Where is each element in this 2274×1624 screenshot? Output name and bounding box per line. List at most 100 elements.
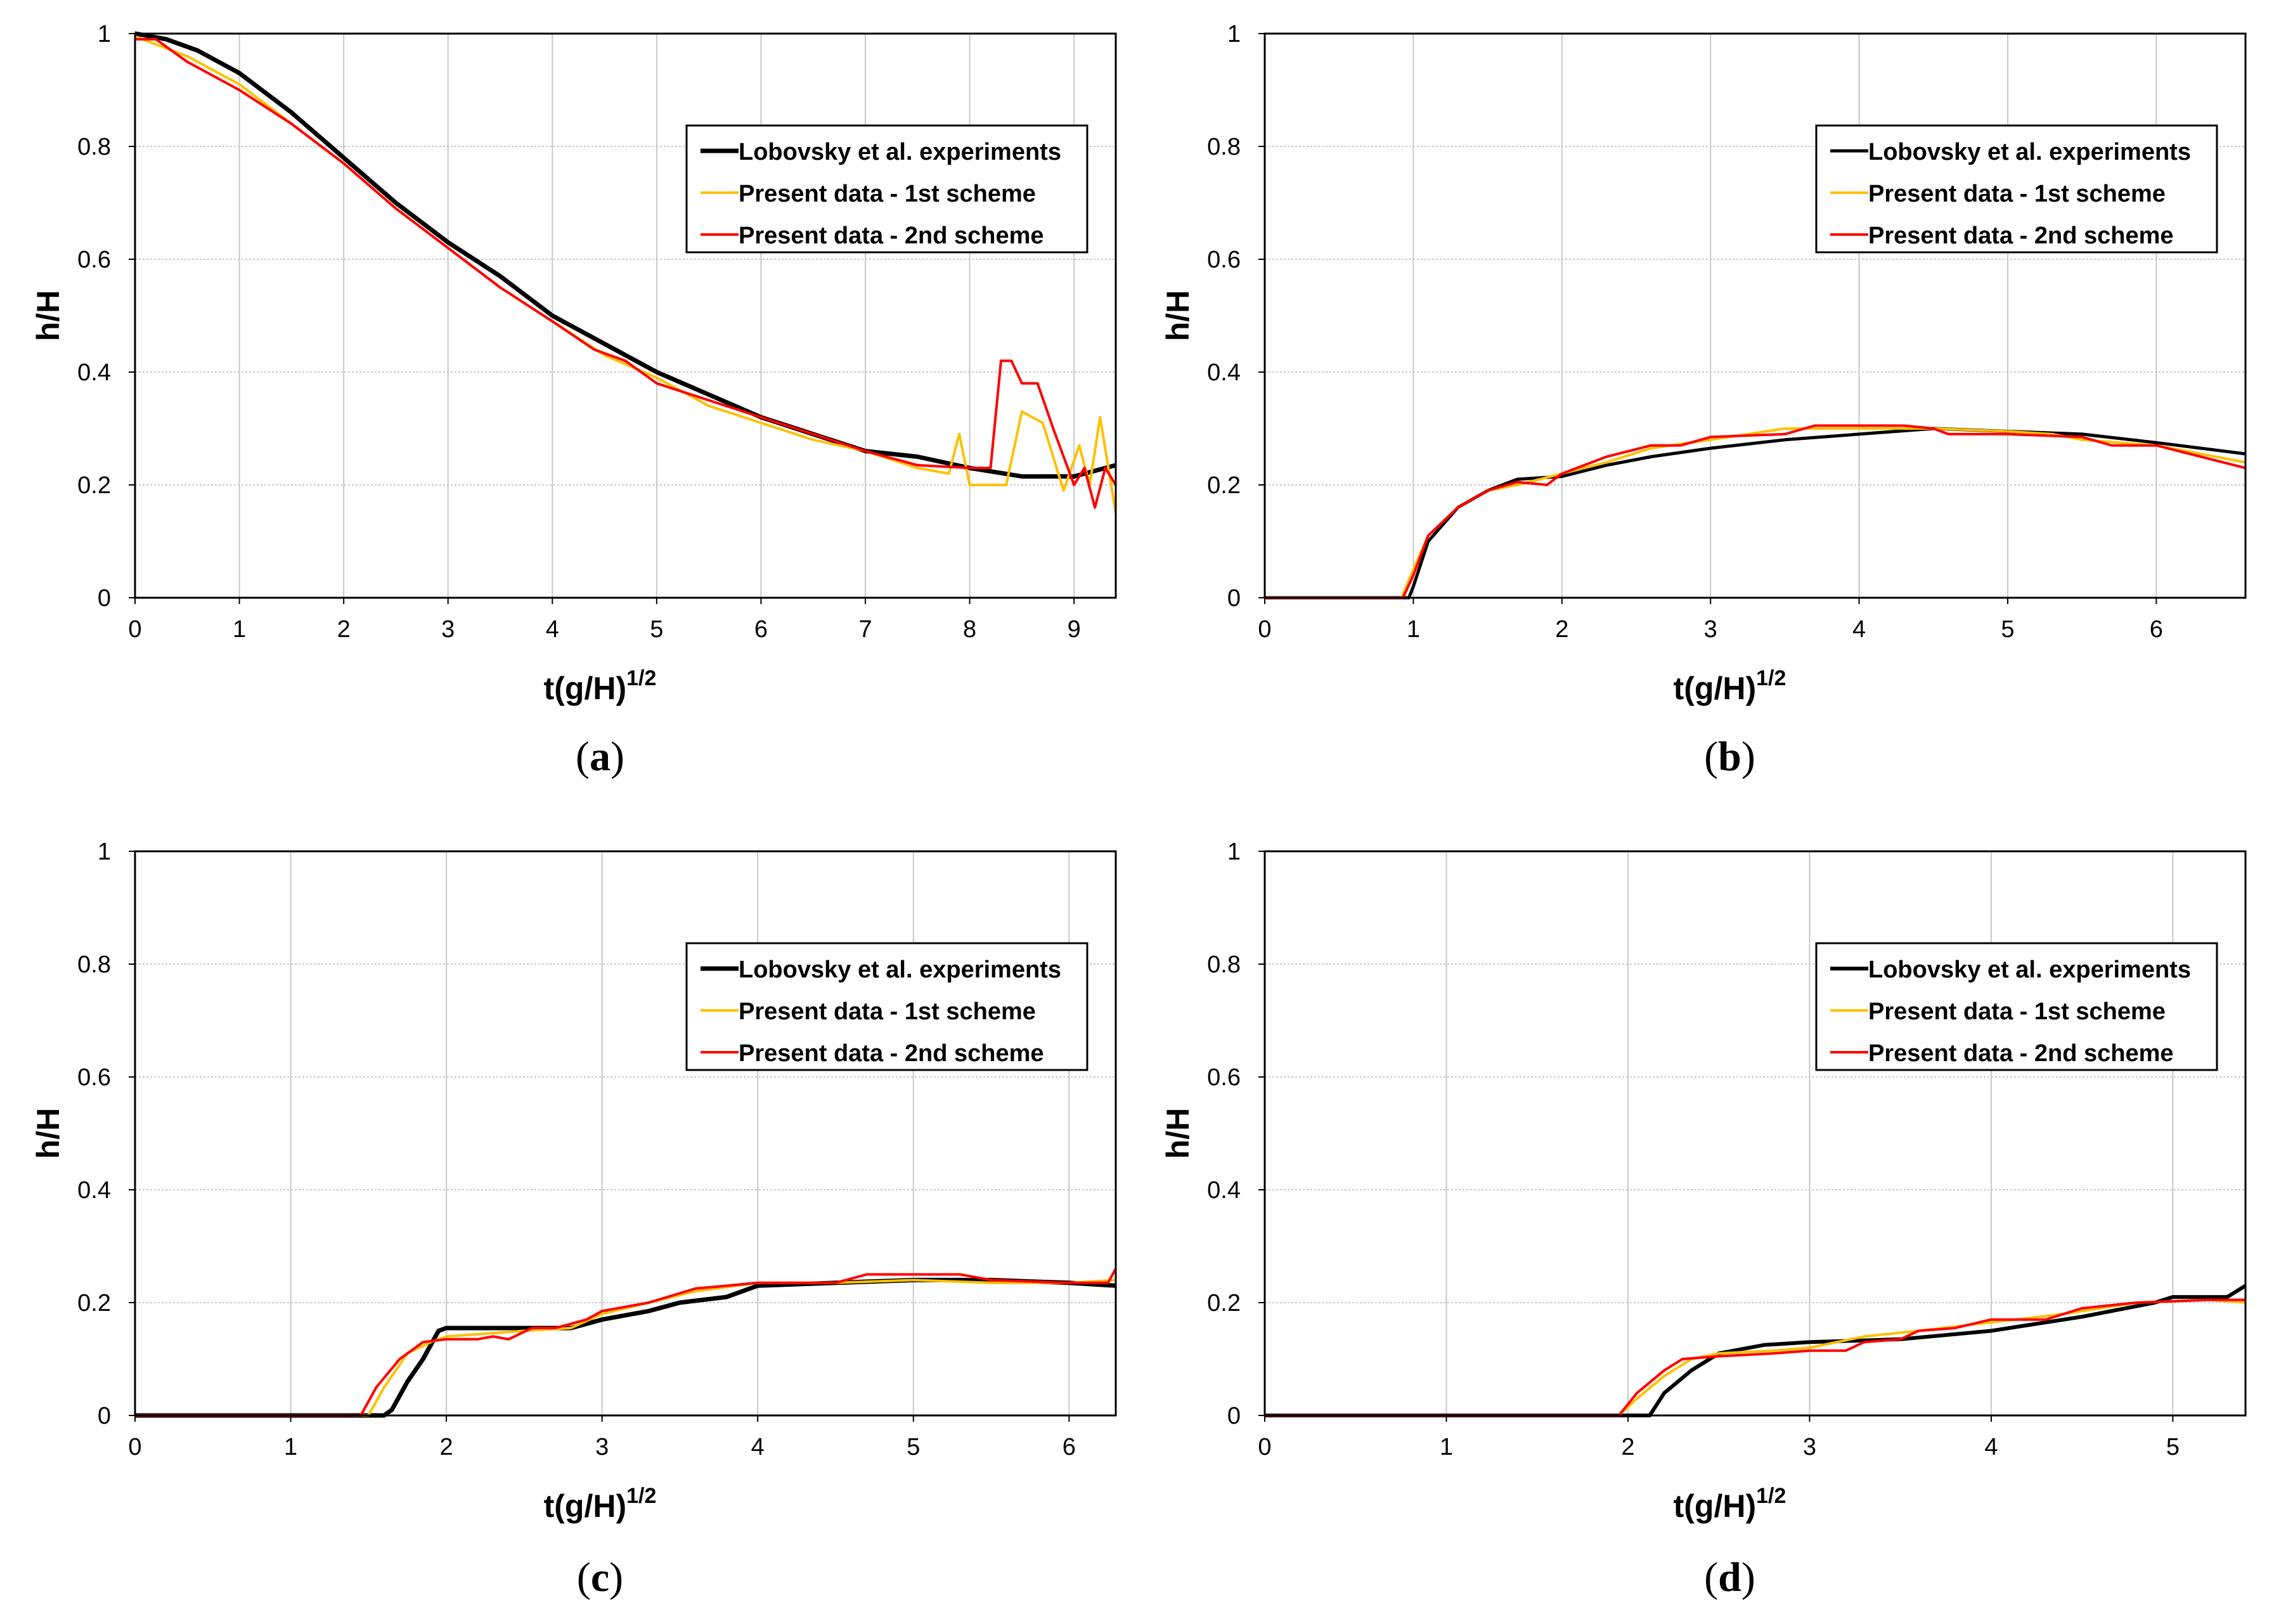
y-tick-label: 0.6: [77, 1064, 111, 1091]
x-tick-label: 4: [1984, 1434, 1998, 1460]
x-tick-label: 1: [284, 1434, 297, 1460]
x-axis-label-base: t(g/H): [1674, 671, 1757, 706]
legend-box: [1815, 124, 2218, 254]
x-tick-label: 5: [650, 616, 663, 643]
y-tick-label: 0.8: [77, 951, 111, 978]
plot-area: [135, 851, 1116, 1415]
x-tick-label: 4: [546, 616, 559, 643]
panel-label: (a): [576, 733, 624, 780]
y-tick-label: 0: [1227, 1403, 1241, 1429]
x-tick-label: 3: [1704, 616, 1717, 643]
x-tick-label: 4: [1852, 616, 1866, 643]
x-tick-label: 0: [1258, 1434, 1271, 1460]
series-line: [135, 37, 1116, 509]
x-tick-label: 7: [858, 616, 872, 643]
legend-label: Present data - 1st scheme: [1868, 998, 2166, 1025]
x-tick-label: 3: [441, 616, 455, 643]
panel-label-letter: d: [1718, 1554, 1741, 1601]
legend-box: [1815, 942, 2218, 1071]
x-tick-label: 9: [1068, 616, 1081, 643]
x-tick-label: 3: [1803, 1434, 1816, 1460]
y-tick-label: 0.8: [77, 134, 111, 160]
y-axis-label: h/H: [1160, 1108, 1196, 1159]
panel-label-open: (: [577, 1554, 591, 1601]
x-axis-label-base: t(g/H): [1674, 1488, 1757, 1524]
x-tick-label: 0: [128, 1434, 141, 1460]
plot-border: [1263, 32, 2247, 599]
legend-label: Present data - 2nd scheme: [739, 222, 1044, 249]
x-tick-label: 5: [907, 1434, 920, 1460]
x-axis-label: t(g/H)1/2: [1674, 666, 1786, 706]
y-tick-label: 0.4: [77, 359, 111, 386]
legend-label: Present data - 2nd scheme: [739, 1040, 1044, 1067]
series-group: [135, 31, 1116, 515]
y-tick-label: 0.4: [1207, 1177, 1241, 1204]
y-tick-label: 0.6: [1207, 247, 1241, 273]
chart-panel-a: 0 1 2 3 4 5 6 7 8 9 0 0.2 0.4 0.6 0.8 1 Lobovsky et al. …: [30, 21, 1117, 780]
legend-label: Lobovsky et al. experiments: [739, 139, 1061, 165]
x-axis-label-superscript: 1/2: [1756, 1484, 1786, 1508]
y-tick-label: 1: [98, 21, 111, 48]
y-tick-label: 0.2: [1207, 472, 1241, 499]
plot-area: [1265, 34, 2245, 598]
legend-label: Lobovsky et al. experiments: [1868, 139, 2191, 165]
x-axis-label-superscript: 1/2: [626, 1484, 656, 1508]
y-tick-label: 0.6: [1207, 1064, 1241, 1091]
x-tick-label: 2: [1555, 616, 1568, 643]
legend-label: Lobovsky et al. experiments: [739, 957, 1061, 983]
y-tick-label: 0.8: [1207, 134, 1241, 160]
y-tick-label: 1: [98, 839, 111, 865]
x-axis-label: t(g/H)1/2: [1674, 1484, 1786, 1524]
x-tick-label: 6: [754, 616, 768, 643]
panel-label: (d): [1704, 1554, 1755, 1601]
y-tick-label: 0: [98, 1403, 111, 1429]
x-tick-label: 0: [128, 616, 141, 643]
x-tick-label: 2: [440, 1434, 453, 1460]
series-line: [135, 1279, 1116, 1417]
x-axis-label: t(g/H)1/2: [544, 1484, 657, 1524]
x-tick-label: 2: [1621, 1434, 1634, 1460]
plot-area: [1265, 851, 2245, 1415]
series-group: [135, 1267, 1116, 1418]
panel-label: (b): [1704, 733, 1755, 780]
series-line: [1265, 424, 2245, 599]
plot-border: [1263, 850, 2247, 1417]
panel-label: (c): [577, 1554, 623, 1601]
y-tick-label: 0.4: [1207, 359, 1241, 386]
series-line: [135, 1267, 1116, 1417]
y-axis-label: h/H: [30, 290, 66, 342]
series-group: [1265, 424, 2245, 600]
x-tick-label: 8: [963, 616, 976, 643]
plot-border: [134, 32, 1117, 599]
y-tick-label: 0.2: [77, 472, 111, 499]
panel-label-letter: a: [590, 733, 610, 780]
legend-label: Present data - 1st scheme: [739, 998, 1036, 1025]
x-tick-label: 5: [2166, 1434, 2180, 1460]
series-group: [1265, 1284, 2245, 1417]
panel-label-open: (: [1704, 1554, 1718, 1601]
x-axis-label-superscript: 1/2: [626, 666, 656, 690]
chart-panel-c: 0 1 2 3 4 5 6 0 0.2 0.4 0.6 0.8 1 Lobovsky et al. exp…: [30, 839, 1117, 1601]
x-tick-label: 3: [595, 1434, 609, 1460]
y-tick-label: 0: [98, 585, 111, 612]
x-tick-label: 6: [1063, 1434, 1076, 1460]
panel-label-close: ): [610, 733, 624, 780]
y-tick-label: 0.4: [77, 1177, 111, 1204]
x-tick-label: 5: [2001, 616, 2014, 643]
x-axis-label-base: t(g/H): [544, 1488, 627, 1524]
legend-label: Present data - 1st scheme: [739, 181, 1036, 207]
panel-label-close: ): [609, 1554, 623, 1601]
legend-box: [685, 124, 1089, 254]
x-tick-label: 2: [337, 616, 351, 643]
panel-label-letter: b: [1718, 733, 1741, 780]
legend-box: [685, 942, 1089, 1071]
y-tick-label: 1: [1227, 21, 1241, 48]
y-tick-label: 0.2: [1207, 1290, 1241, 1317]
legend-label: Present data - 2nd scheme: [1868, 222, 2174, 249]
panel-label-close: ): [1741, 1554, 1755, 1601]
y-tick-label: 0.6: [77, 247, 111, 273]
x-tick-label: 0: [1258, 616, 1271, 643]
x-axis-label-base: t(g/H): [544, 671, 627, 706]
chart-panel-b: 0 1 2 3 4 5 6 0 0.2 0.4 0.6 0.8 1 Lobovsky et al. exp…: [1160, 21, 2247, 780]
series-line: [1265, 1284, 2245, 1417]
